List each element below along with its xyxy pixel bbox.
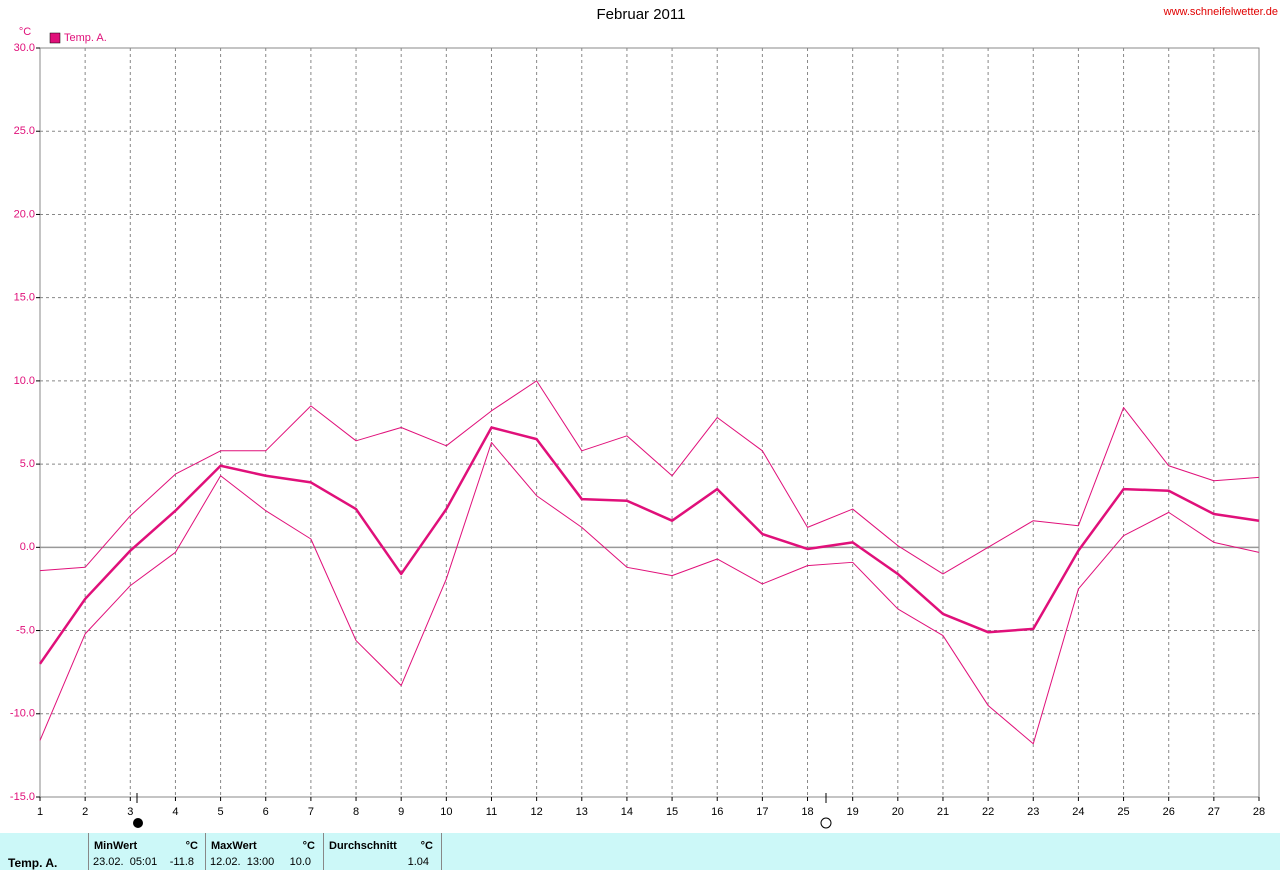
- x-tick-label: 14: [621, 806, 633, 818]
- series-line: [38, 426, 1260, 665]
- column-separator: [205, 833, 206, 870]
- x-tick-label: 20: [892, 806, 904, 818]
- x-tick-label: 4: [172, 806, 178, 818]
- column-separator: [441, 833, 442, 870]
- column-title: MaxWert: [211, 840, 257, 852]
- x-tick-label: 10: [440, 806, 452, 818]
- x-tick-label: 21: [937, 806, 949, 818]
- source-link[interactable]: www.schneifelwetter.de: [1163, 6, 1278, 18]
- x-tick-label: 11: [486, 806, 497, 818]
- x-tick-label: 9: [398, 806, 404, 818]
- row-label: Temp. A.: [8, 856, 58, 870]
- x-tick-label: 27: [1208, 806, 1220, 818]
- y-tick-label: -15.0: [10, 791, 35, 803]
- cell-value: 1.04: [407, 856, 429, 868]
- y-tick-label: 20.0: [14, 208, 35, 220]
- y-tick-label: 30.0: [14, 42, 35, 54]
- chart: Februar 2011 www.schneifelwetter.de °C -…: [10, 6, 1278, 829]
- cell-value: 10.0: [289, 856, 311, 868]
- x-tick-label: 23: [1027, 806, 1039, 818]
- series-line: [39, 380, 1260, 575]
- plot-frame: [39, 47, 1260, 798]
- x-tick-label: 22: [982, 806, 994, 818]
- x-tick-label: 2: [82, 806, 88, 818]
- y-tick-label: 5.0: [20, 458, 35, 470]
- x-tick-label: 18: [801, 806, 813, 818]
- cell-time: 23.02. 05:01: [93, 856, 158, 868]
- y-unit: °C: [19, 26, 31, 38]
- y-tick-label: -10.0: [10, 708, 35, 720]
- cell-time: 12.02. 13:00: [210, 856, 275, 868]
- x-tick-label: 28: [1253, 806, 1265, 818]
- new-moon-icon: [133, 818, 143, 828]
- column-unit: °C: [420, 840, 433, 852]
- chart-title: Februar 2011: [597, 6, 686, 23]
- x-tick-label: 19: [847, 806, 859, 818]
- column-title: Durchschnitt: [329, 840, 397, 852]
- x-tick-label: 5: [218, 806, 224, 818]
- column-title: MinWert: [94, 840, 138, 852]
- legend-label: Temp. A.: [64, 32, 107, 44]
- x-tick-label: 26: [1163, 806, 1175, 818]
- x-tick-label: 7: [308, 806, 314, 818]
- x-tick-label: 25: [1117, 806, 1129, 818]
- x-tick-label: 15: [666, 806, 678, 818]
- summary-table: MinWert °C MaxWert °C Durchschnitt °C Temp. A.…: [0, 833, 1280, 870]
- x-tick-label: 8: [353, 806, 359, 818]
- y-tick-label: 0.0: [20, 541, 35, 553]
- x-tick-label: 6: [263, 806, 269, 818]
- cell-value: -11.8: [169, 856, 194, 868]
- x-tick-label: 24: [1072, 806, 1084, 818]
- y-tick-label: 25.0: [14, 125, 35, 137]
- column-unit: °C: [185, 840, 198, 852]
- y-tick-label: 10.0: [14, 375, 35, 387]
- column-unit: °C: [302, 840, 315, 852]
- column-separator: [88, 833, 89, 870]
- y-tick-label: -5.0: [16, 624, 35, 636]
- x-tick-label: 1: [37, 806, 43, 818]
- x-tick-label: 13: [576, 806, 588, 818]
- column-separator: [323, 833, 324, 870]
- x-tick-label: 16: [711, 806, 723, 818]
- x-tick-label: 17: [756, 806, 768, 818]
- legend-swatch: [49, 32, 61, 44]
- y-tick-label: 15.0: [14, 292, 35, 304]
- full-moon-icon: [820, 817, 832, 829]
- x-tick-label: 3: [127, 806, 133, 818]
- x-tick-label: 12: [531, 806, 543, 818]
- series-line: [39, 441, 1260, 745]
